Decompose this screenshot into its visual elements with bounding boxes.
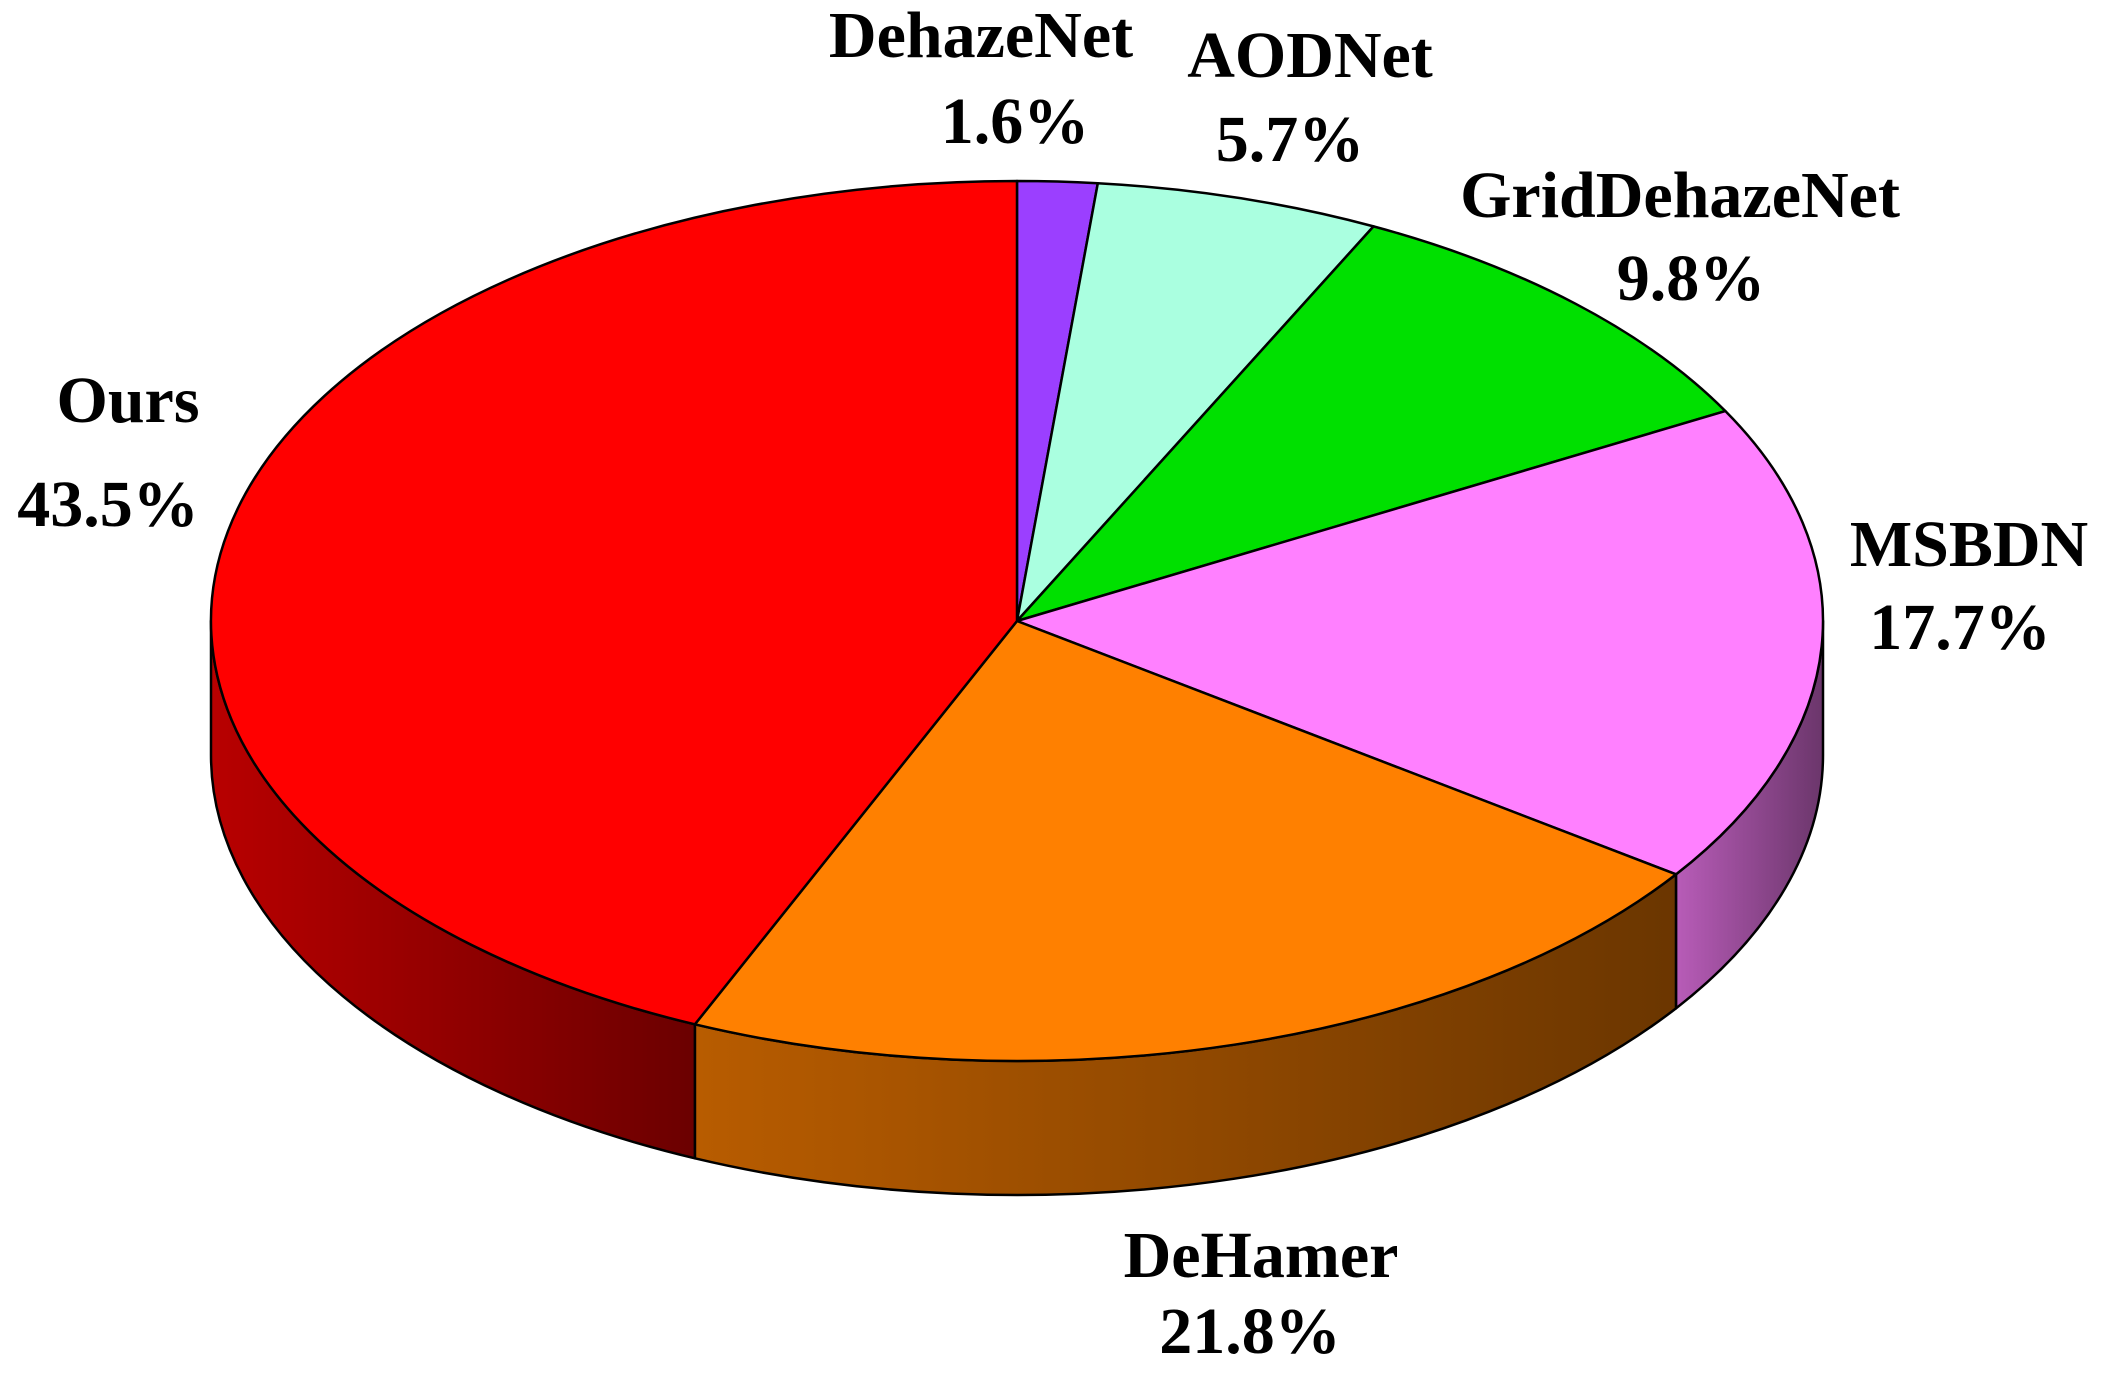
value-label: 5.7%	[1216, 103, 1365, 176]
slice-label: AODNet	[1187, 19, 1433, 92]
slice	[1015, 409, 1825, 876]
slice	[1015, 225, 1727, 623]
value-label: 1.6%	[941, 85, 1090, 158]
slice	[1015, 181, 1375, 623]
value-label: 43.5%	[17, 468, 199, 541]
slice	[693, 619, 1678, 1063]
slice-label: GridDehazeNet	[1460, 159, 1900, 232]
slice-label: DeHamer	[1124, 1219, 1399, 1292]
value-label: 17.7%	[1869, 591, 2051, 664]
slice-label: DehazeNet	[829, 0, 1133, 72]
value-label: 9.8%	[1617, 242, 1766, 315]
slice-label: Ours	[56, 364, 199, 437]
value-label: 21.8%	[1159, 1295, 1341, 1368]
slice-label: MSBDN	[1850, 508, 2088, 581]
slice	[209, 179, 1019, 1026]
